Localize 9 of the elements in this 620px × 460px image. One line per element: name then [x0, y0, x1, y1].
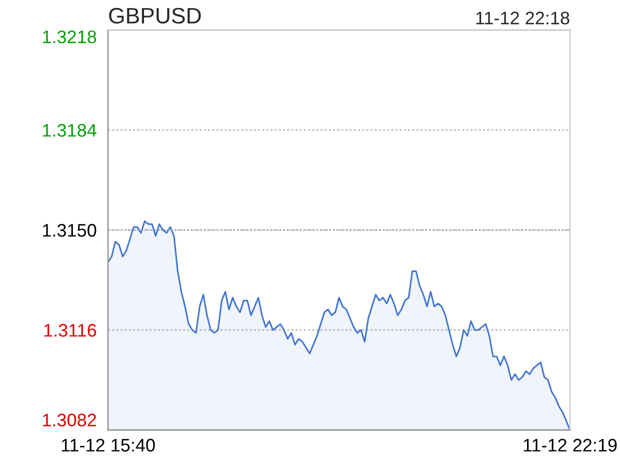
- chart-title: GBPUSD: [109, 8, 201, 24]
- y-tick-label: 1.3218: [43, 30, 96, 44]
- y-tick-label: 1.3184: [43, 124, 96, 137]
- y-tick-label: 1.3116: [44, 324, 96, 337]
- y-tick-label: 1.3082: [43, 414, 96, 426]
- x-tick-label: 11-12 22:19: [524, 438, 617, 452]
- text: 11-12 22:18: [476, 12, 570, 24]
- y-tick-label: 1.3150: [43, 224, 96, 237]
- x-tick-label: 11-12 15:40: [62, 438, 155, 452]
